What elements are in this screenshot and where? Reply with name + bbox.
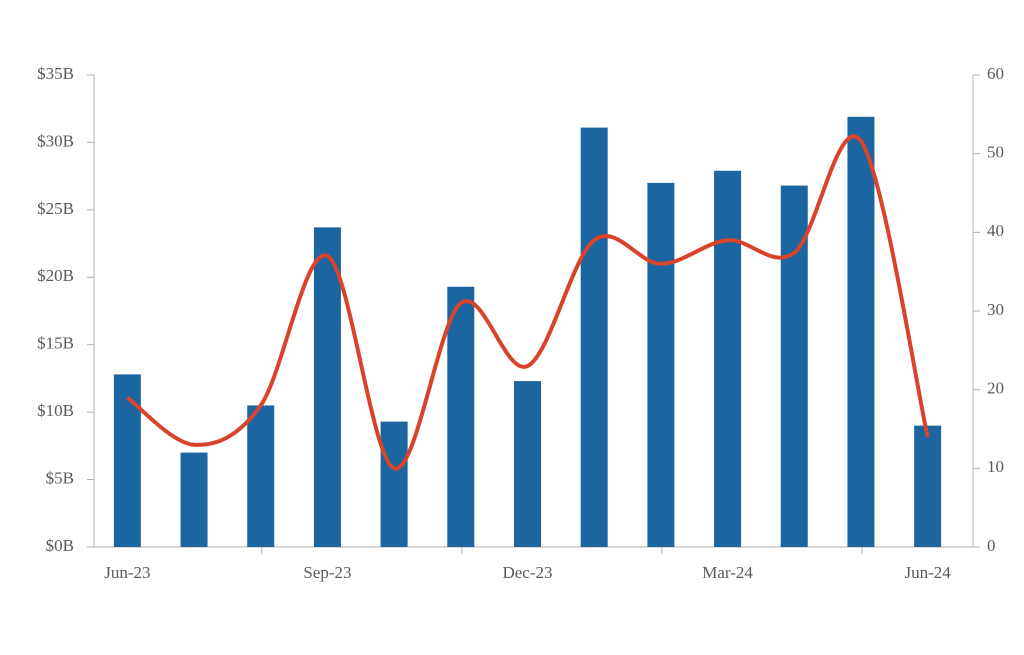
x-tick-label: Jun-23 <box>104 563 150 582</box>
y2-tick-label: 20 <box>987 379 1004 398</box>
bar <box>380 421 408 547</box>
bar <box>780 185 808 547</box>
bar <box>447 286 475 547</box>
y-tick-label: $30B <box>37 131 74 150</box>
y-tick-label: $35B <box>37 64 74 83</box>
x-tick-label: Dec-23 <box>502 563 552 582</box>
y2-tick-label: 40 <box>987 221 1004 240</box>
x-tick-label: Sep-23 <box>303 563 351 582</box>
bar <box>180 452 208 547</box>
bar <box>514 381 541 547</box>
y2-tick-label: 0 <box>987 536 996 555</box>
line <box>126 134 930 471</box>
y-tick-label: $20B <box>37 266 74 285</box>
bar <box>847 116 875 547</box>
x-tick-label: Jun-24 <box>905 563 952 582</box>
y-tick-label: $25B <box>37 199 74 218</box>
y-tick-label: $15B <box>37 334 74 353</box>
bar <box>113 374 141 547</box>
y2-tick-label: 10 <box>987 457 1004 476</box>
y2-tick-label: 60 <box>987 64 1004 83</box>
bar <box>580 127 608 547</box>
y-tick-label: $10B <box>37 401 74 420</box>
bar <box>647 182 675 547</box>
y-tick-label: $5B <box>46 468 74 487</box>
y2-tick-label: 50 <box>987 143 1004 162</box>
y2-tick-label: 30 <box>987 300 1004 319</box>
bar <box>247 405 275 547</box>
bar <box>914 425 942 547</box>
y-tick-label: $0B <box>46 536 74 555</box>
bar <box>714 170 742 547</box>
x-tick-label: Mar-24 <box>702 563 753 582</box>
bar <box>313 227 341 548</box>
